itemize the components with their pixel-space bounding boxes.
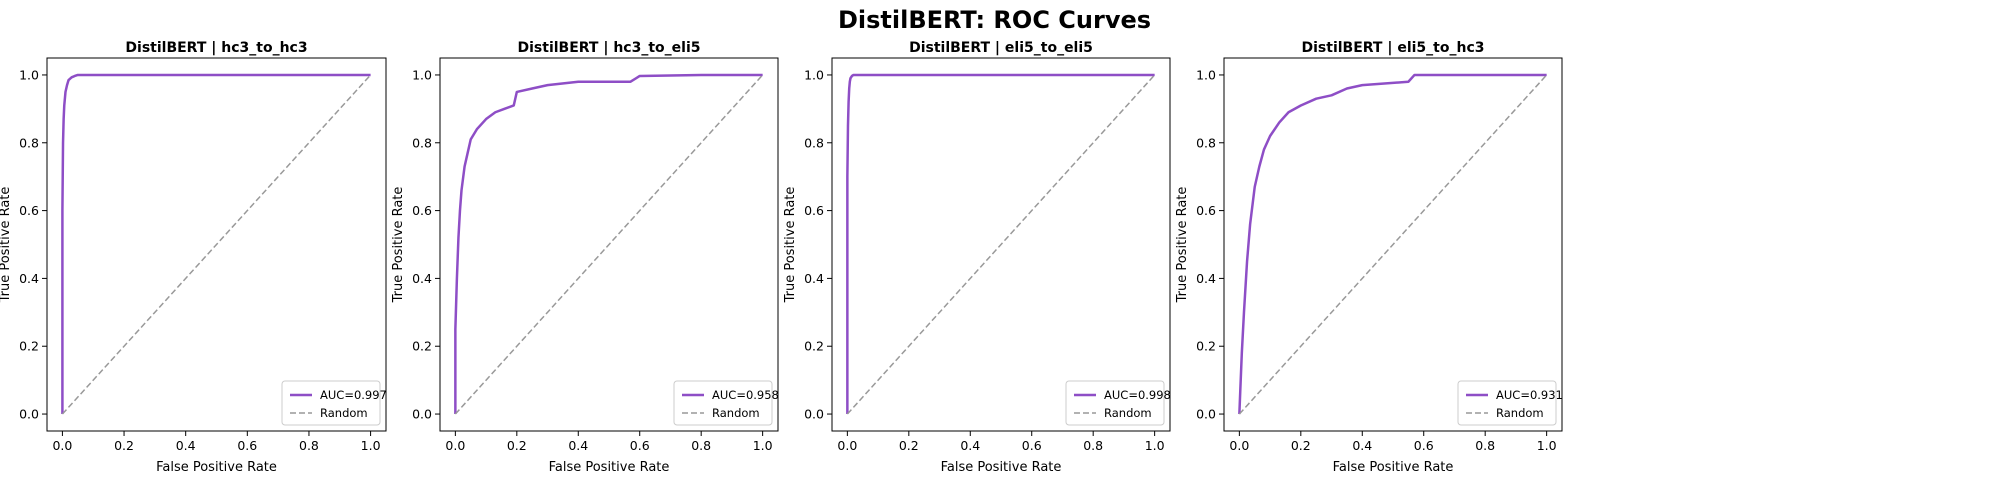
x-tick-label: 0.2: [114, 438, 134, 453]
random-baseline-line: [1238, 74, 1548, 415]
x-tick-label: 0.2: [1291, 438, 1311, 453]
roc-curve-line: [1238, 73, 1547, 415]
x-tick-label: 0.8: [691, 438, 711, 453]
legend-label: AUC=0.958: [712, 388, 779, 402]
x-tick-label: 0.6: [1414, 438, 1434, 453]
y-tick-label: 0.8: [804, 135, 824, 150]
x-tick-label: 1.0: [361, 438, 381, 453]
figure-title: DistilBERT: ROC Curves: [837, 6, 1152, 34]
legend-label: AUC=0.931: [1496, 388, 1563, 402]
x-tick-label: 0.6: [630, 438, 650, 453]
x-tick-label: 0.8: [299, 438, 319, 453]
y-tick-label: 0.0: [412, 407, 432, 422]
x-tick-label: 0.4: [176, 438, 196, 453]
panel-title: DistilBERT | hc3_to_hc3: [125, 40, 307, 56]
x-tick-label: 1.0: [753, 438, 773, 453]
legend-label: Random: [1104, 406, 1152, 420]
y-tick-label: 0.2: [1196, 339, 1216, 354]
y-tick-label: 0.6: [1196, 203, 1216, 218]
x-tick-label: 0.0: [1229, 438, 1249, 453]
y-tick-label: 0.4: [1196, 271, 1216, 286]
y-tick-label: 1.0: [412, 67, 432, 82]
x-tick-label: 0.6: [237, 438, 257, 453]
legend-box: [1065, 380, 1165, 426]
x-tick-label: 0.4: [960, 438, 980, 453]
y-axis-label: True Positive Rate: [1175, 187, 1190, 304]
random-baseline-line: [61, 74, 372, 415]
panel-title: DistilBERT | eli5_to_eli5: [909, 40, 1093, 56]
x-tick-label: 0.2: [899, 438, 919, 453]
legend-label: AUC=0.997: [320, 388, 387, 402]
y-tick-label: 0.0: [19, 407, 39, 422]
roc-curve-line: [846, 73, 1155, 415]
y-tick-label: 1.0: [1196, 67, 1216, 82]
roc-curve-line: [454, 73, 763, 415]
x-tick-label: 0.2: [507, 438, 527, 453]
legend-box: [1457, 380, 1557, 426]
x-tick-label: 1.0: [1537, 438, 1557, 453]
axes-frame: [46, 57, 387, 432]
legend-label: Random: [712, 406, 760, 420]
x-tick-label: 0.4: [568, 438, 588, 453]
x-tick-label: 0.4: [1352, 438, 1372, 453]
x-axis-label: False Positive Rate: [1333, 460, 1454, 475]
x-tick-label: 0.0: [445, 438, 465, 453]
panel-title: DistilBERT | hc3_to_eli5: [518, 40, 701, 56]
y-tick-label: 0.4: [19, 271, 39, 286]
x-axis-label: False Positive Rate: [156, 460, 277, 475]
y-tick-label: 1.0: [19, 67, 39, 82]
x-tick-label: 0.0: [837, 438, 857, 453]
y-axis-label: True Positive Rate: [783, 187, 798, 304]
x-axis-label: False Positive Rate: [549, 460, 670, 475]
x-tick-label: 0.8: [1083, 438, 1103, 453]
legend-label: Random: [320, 406, 368, 420]
axes-frame: [1223, 57, 1563, 432]
y-tick-label: 0.8: [19, 135, 39, 150]
roc-curve-line: [61, 73, 371, 415]
y-tick-label: 0.2: [804, 339, 824, 354]
y-tick-label: 0.6: [19, 203, 39, 218]
y-tick-label: 0.2: [412, 339, 432, 354]
legend-box: [281, 380, 381, 426]
y-tick-label: 0.4: [804, 271, 824, 286]
random-baseline-line: [846, 74, 1156, 415]
legend-box: [673, 380, 773, 426]
y-tick-label: 0.6: [804, 203, 824, 218]
axes-frame: [831, 57, 1171, 432]
x-tick-label: 0.8: [1475, 438, 1495, 453]
x-tick-label: 0.0: [52, 438, 72, 453]
axes-frame: [439, 57, 779, 432]
y-tick-label: 0.2: [19, 339, 39, 354]
y-tick-label: 1.0: [804, 67, 824, 82]
legend-label: Random: [1496, 406, 1544, 420]
panel-title: DistilBERT | eli5_to_hc3: [1302, 40, 1485, 56]
random-baseline-line: [454, 74, 764, 415]
y-tick-label: 0.4: [412, 271, 432, 286]
y-tick-label: 0.0: [804, 407, 824, 422]
y-tick-label: 0.0: [1196, 407, 1216, 422]
x-tick-label: 1.0: [1145, 438, 1165, 453]
y-tick-label: 0.8: [412, 135, 432, 150]
legend-label: AUC=0.998: [1104, 388, 1171, 402]
y-axis-label: True Positive Rate: [391, 187, 406, 304]
y-axis-label: True Positive Rate: [0, 187, 13, 304]
x-axis-label: False Positive Rate: [941, 460, 1062, 475]
y-tick-label: 0.6: [412, 203, 432, 218]
x-tick-label: 0.6: [1022, 438, 1042, 453]
y-tick-label: 0.8: [1196, 135, 1216, 150]
